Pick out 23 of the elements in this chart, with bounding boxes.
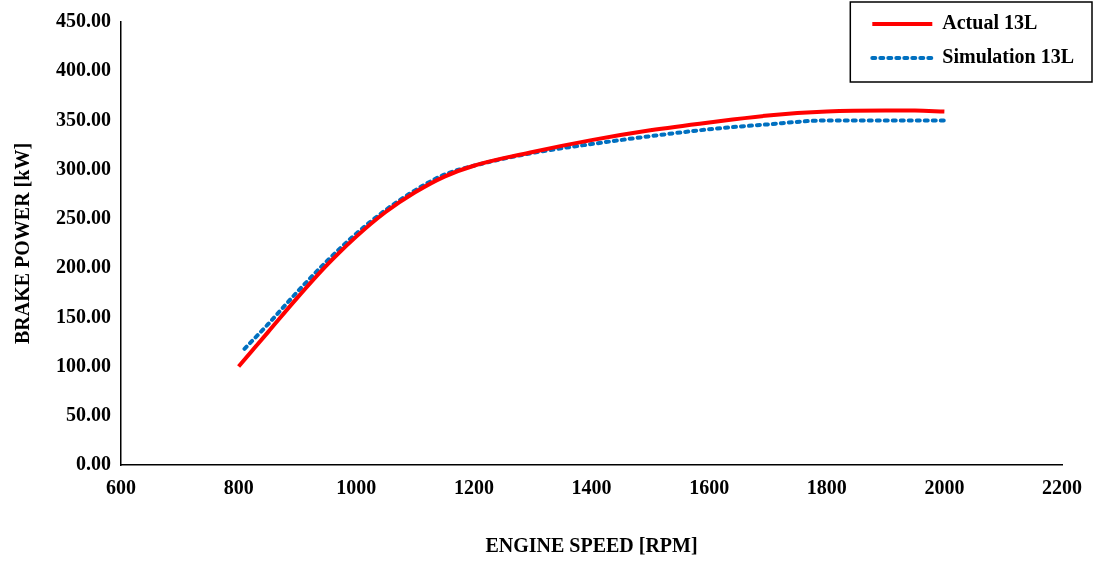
- legend-label: Actual 13L: [942, 11, 1038, 34]
- x-tick-label: 1800: [806, 476, 847, 499]
- x-tick-label: 800: [223, 476, 254, 499]
- y-tick-label: 300.00: [56, 156, 111, 179]
- y-tick-label: 0.00: [76, 452, 111, 475]
- x-tick-label: 1000: [336, 476, 377, 499]
- x-tick-label: 1400: [571, 476, 612, 499]
- y-tick-label: 200.00: [56, 255, 111, 278]
- y-tick-label: 150.00: [56, 304, 111, 327]
- legend-label: Simulation 13L: [942, 45, 1074, 68]
- y-axis-title: BRAKE POWER [kW]: [11, 142, 34, 345]
- x-tick-label: 1200: [453, 476, 494, 499]
- y-tick-label: 450.00: [56, 9, 111, 32]
- x-tick-label: 2000: [924, 476, 965, 499]
- y-tick-label: 250.00: [56, 206, 111, 229]
- y-tick-label: 100.00: [56, 353, 111, 376]
- y-tick-label: 50.00: [66, 402, 111, 425]
- x-axis-title: ENGINE SPEED [RPM]: [485, 534, 698, 557]
- x-tick-label: 1600: [689, 476, 730, 499]
- x-tick-label: 600: [106, 476, 136, 499]
- y-tick-label: 400.00: [56, 58, 111, 81]
- x-tick-label: 2200: [1042, 476, 1082, 499]
- y-tick-label: 350.00: [56, 107, 111, 130]
